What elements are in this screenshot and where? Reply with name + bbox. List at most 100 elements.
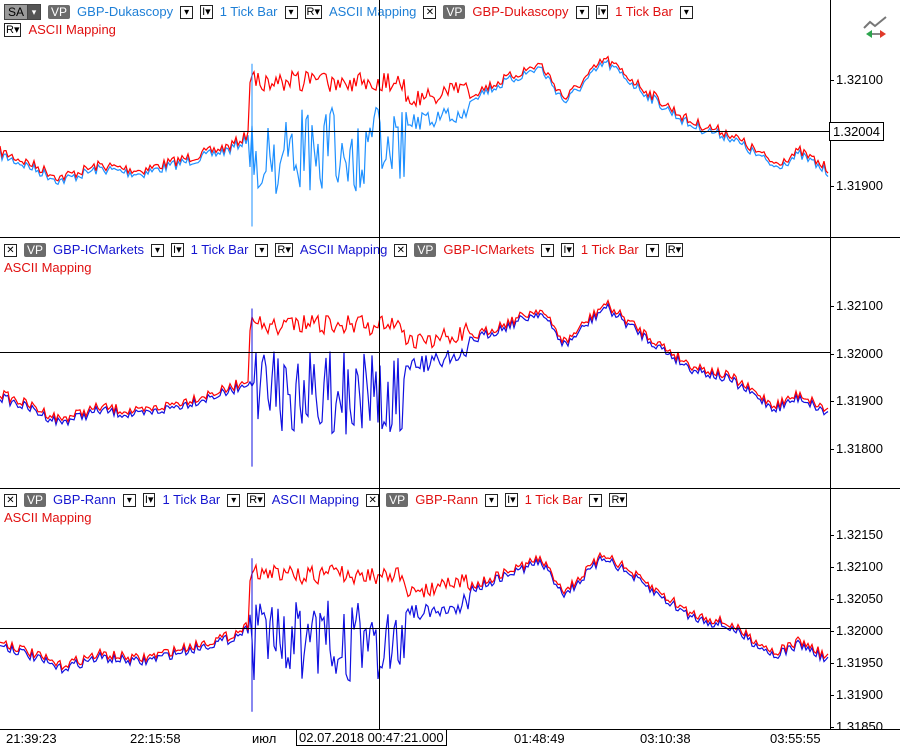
close-icon[interactable]: ✕ [4,493,17,507]
chevron-down-icon[interactable]: ▾ [122,493,136,507]
volume-profile-button[interactable]: VP [414,243,437,257]
y-axis-label: 1.32050 [836,591,883,606]
chart-panel-3: ✕ VP GBP-Rann ▾ I▾ 1 Tick Bar ▾ R▾ ASCII… [0,488,900,730]
y-tick [830,535,834,536]
bar-type-label[interactable]: 1 Tick Bar [524,492,583,507]
renko-selector[interactable]: R▾ [275,243,293,257]
interval-selector[interactable]: I▾ [595,5,609,19]
y-axis-label: 1.32100 [836,72,883,87]
y-tick [830,186,834,187]
volume-profile-button[interactable]: VP [386,493,409,507]
volume-profile-button[interactable]: VP [443,5,466,19]
volume-profile-button[interactable]: VP [24,493,47,507]
close-icon[interactable]: ✕ [394,243,408,257]
chevron-down-icon[interactable]: ▾ [575,5,589,19]
close-icon[interactable]: ✕ [4,243,17,257]
sa-selector[interactable]: SA ▾ [4,4,42,20]
panel-2-header: ✕ VP GBP-ICMarkets ▾ I▾ 1 Tick Bar ▾ R▾ … [4,241,790,277]
interval-selector[interactable]: I▾ [200,5,213,19]
time-axis-label: 03:55:55 [770,731,821,746]
chevron-down-icon[interactable]: ▾ [645,243,659,257]
symbol-label[interactable]: GBP-ICMarkets [443,242,535,257]
chevron-down-icon[interactable]: ▾ [151,243,165,257]
mapping-label[interactable]: ASCII Mapping [271,492,360,507]
chevron-down-icon[interactable]: ▾ [679,5,693,19]
cursor-price-label: 1.32004 [829,122,884,141]
series-line-primary [0,554,829,683]
y-axis-label: 1.31900 [836,178,883,193]
chevron-down-icon[interactable]: ▾ [541,243,555,257]
y-axis-label: 1.32000 [836,346,883,361]
crosshair-vertical [379,0,380,730]
y-tick [830,354,834,355]
series-line-primary [0,302,829,435]
bar-type-label[interactable]: 1 Tick Bar [615,4,673,19]
symbol-label[interactable]: GBP-ICMarkets [53,242,145,257]
y-axis-label: 1.31850 [836,719,883,729]
crosshair-horizontal [0,628,830,629]
y-tick [830,663,834,664]
chevron-down-icon[interactable]: ▾ [255,243,269,257]
series-line-secondary [0,551,829,671]
chart-toggle-icon[interactable] [862,14,890,40]
symbol-label[interactable]: GBP-Dukascopy [472,4,569,19]
chevron-down-icon: ▾ [28,4,42,20]
time-axis-label: 21:39:23 [6,731,57,746]
y-tick [830,567,834,568]
renko-selector[interactable]: R▾ [665,243,684,257]
bar-type-label[interactable]: 1 Tick Bar [219,4,278,19]
interval-selector[interactable]: I▾ [142,493,156,507]
volume-profile-button[interactable]: VP [48,5,71,19]
y-axis-label: 1.32000 [836,623,883,638]
y-axis-label: 1.31900 [836,393,883,408]
y-axis-label: 1.31950 [836,655,883,670]
interval-selector[interactable]: I▾ [561,243,574,257]
close-icon[interactable]: ✕ [366,493,380,507]
time-axis-label: 22:15:58 [130,731,181,746]
renko-selector[interactable]: R▾ [609,493,627,507]
mapping-label[interactable]: ASCII Mapping [328,4,417,19]
time-axis-label: 03:10:38 [640,731,691,746]
y-axis-label: 1.32150 [836,527,883,542]
y-tick [830,80,834,81]
symbol-label[interactable]: GBP-Rann [53,492,116,507]
price-axis-line [830,0,831,730]
mapping-label[interactable]: ASCII Mapping [4,260,92,275]
y-axis-label: 1.31800 [836,441,883,456]
mapping-label[interactable]: ASCII Mapping [299,242,388,257]
bar-type-label[interactable]: 1 Tick Bar [162,492,221,507]
time-axis-label: 01:48:49 [514,731,565,746]
y-tick [830,727,834,728]
crosshair-horizontal [0,352,830,353]
pane-divider [0,488,900,489]
renko-selector[interactable]: R▾ [4,23,22,37]
symbol-label[interactable]: GBP-Rann [415,492,479,507]
renko-selector[interactable]: R▾ [247,493,265,507]
y-tick [830,599,834,600]
series-line-secondary [0,55,829,182]
chevron-down-icon[interactable]: ▾ [180,5,194,19]
interval-selector[interactable]: I▾ [171,243,184,257]
chart-panel-2: ✕ VP GBP-ICMarkets ▾ I▾ 1 Tick Bar ▾ R▾ … [0,238,900,488]
mapping-label[interactable]: ASCII Mapping [28,22,116,37]
y-axis-label: 1.32100 [836,298,883,313]
y-axis-label: 1.32100 [836,559,883,574]
chevron-down-icon[interactable]: ▾ [284,5,298,19]
time-axis-label: июл [252,731,277,746]
price-chart-canvas[interactable] [0,0,830,730]
series-line-secondary [0,299,829,424]
y-tick [830,401,834,402]
symbol-label[interactable]: GBP-Dukascopy [77,4,174,19]
interval-selector[interactable]: I▾ [505,493,518,507]
y-axis-label: 1.31900 [836,687,883,702]
mapping-label[interactable]: ASCII Mapping [4,510,92,525]
renko-selector[interactable]: R▾ [304,5,322,19]
bar-type-label[interactable]: 1 Tick Bar [190,242,249,257]
volume-profile-button[interactable]: VP [24,243,47,257]
bar-type-label[interactable]: 1 Tick Bar [580,242,639,257]
chevron-down-icon[interactable]: ▾ [589,493,603,507]
close-icon[interactable]: ✕ [423,5,437,19]
panel-1-header: SA ▾ VP GBP-Dukascopy ▾ I▾ 1 Tick Bar ▾ R… [4,3,790,39]
chevron-down-icon[interactable]: ▾ [485,493,499,507]
chevron-down-icon[interactable]: ▾ [227,493,241,507]
